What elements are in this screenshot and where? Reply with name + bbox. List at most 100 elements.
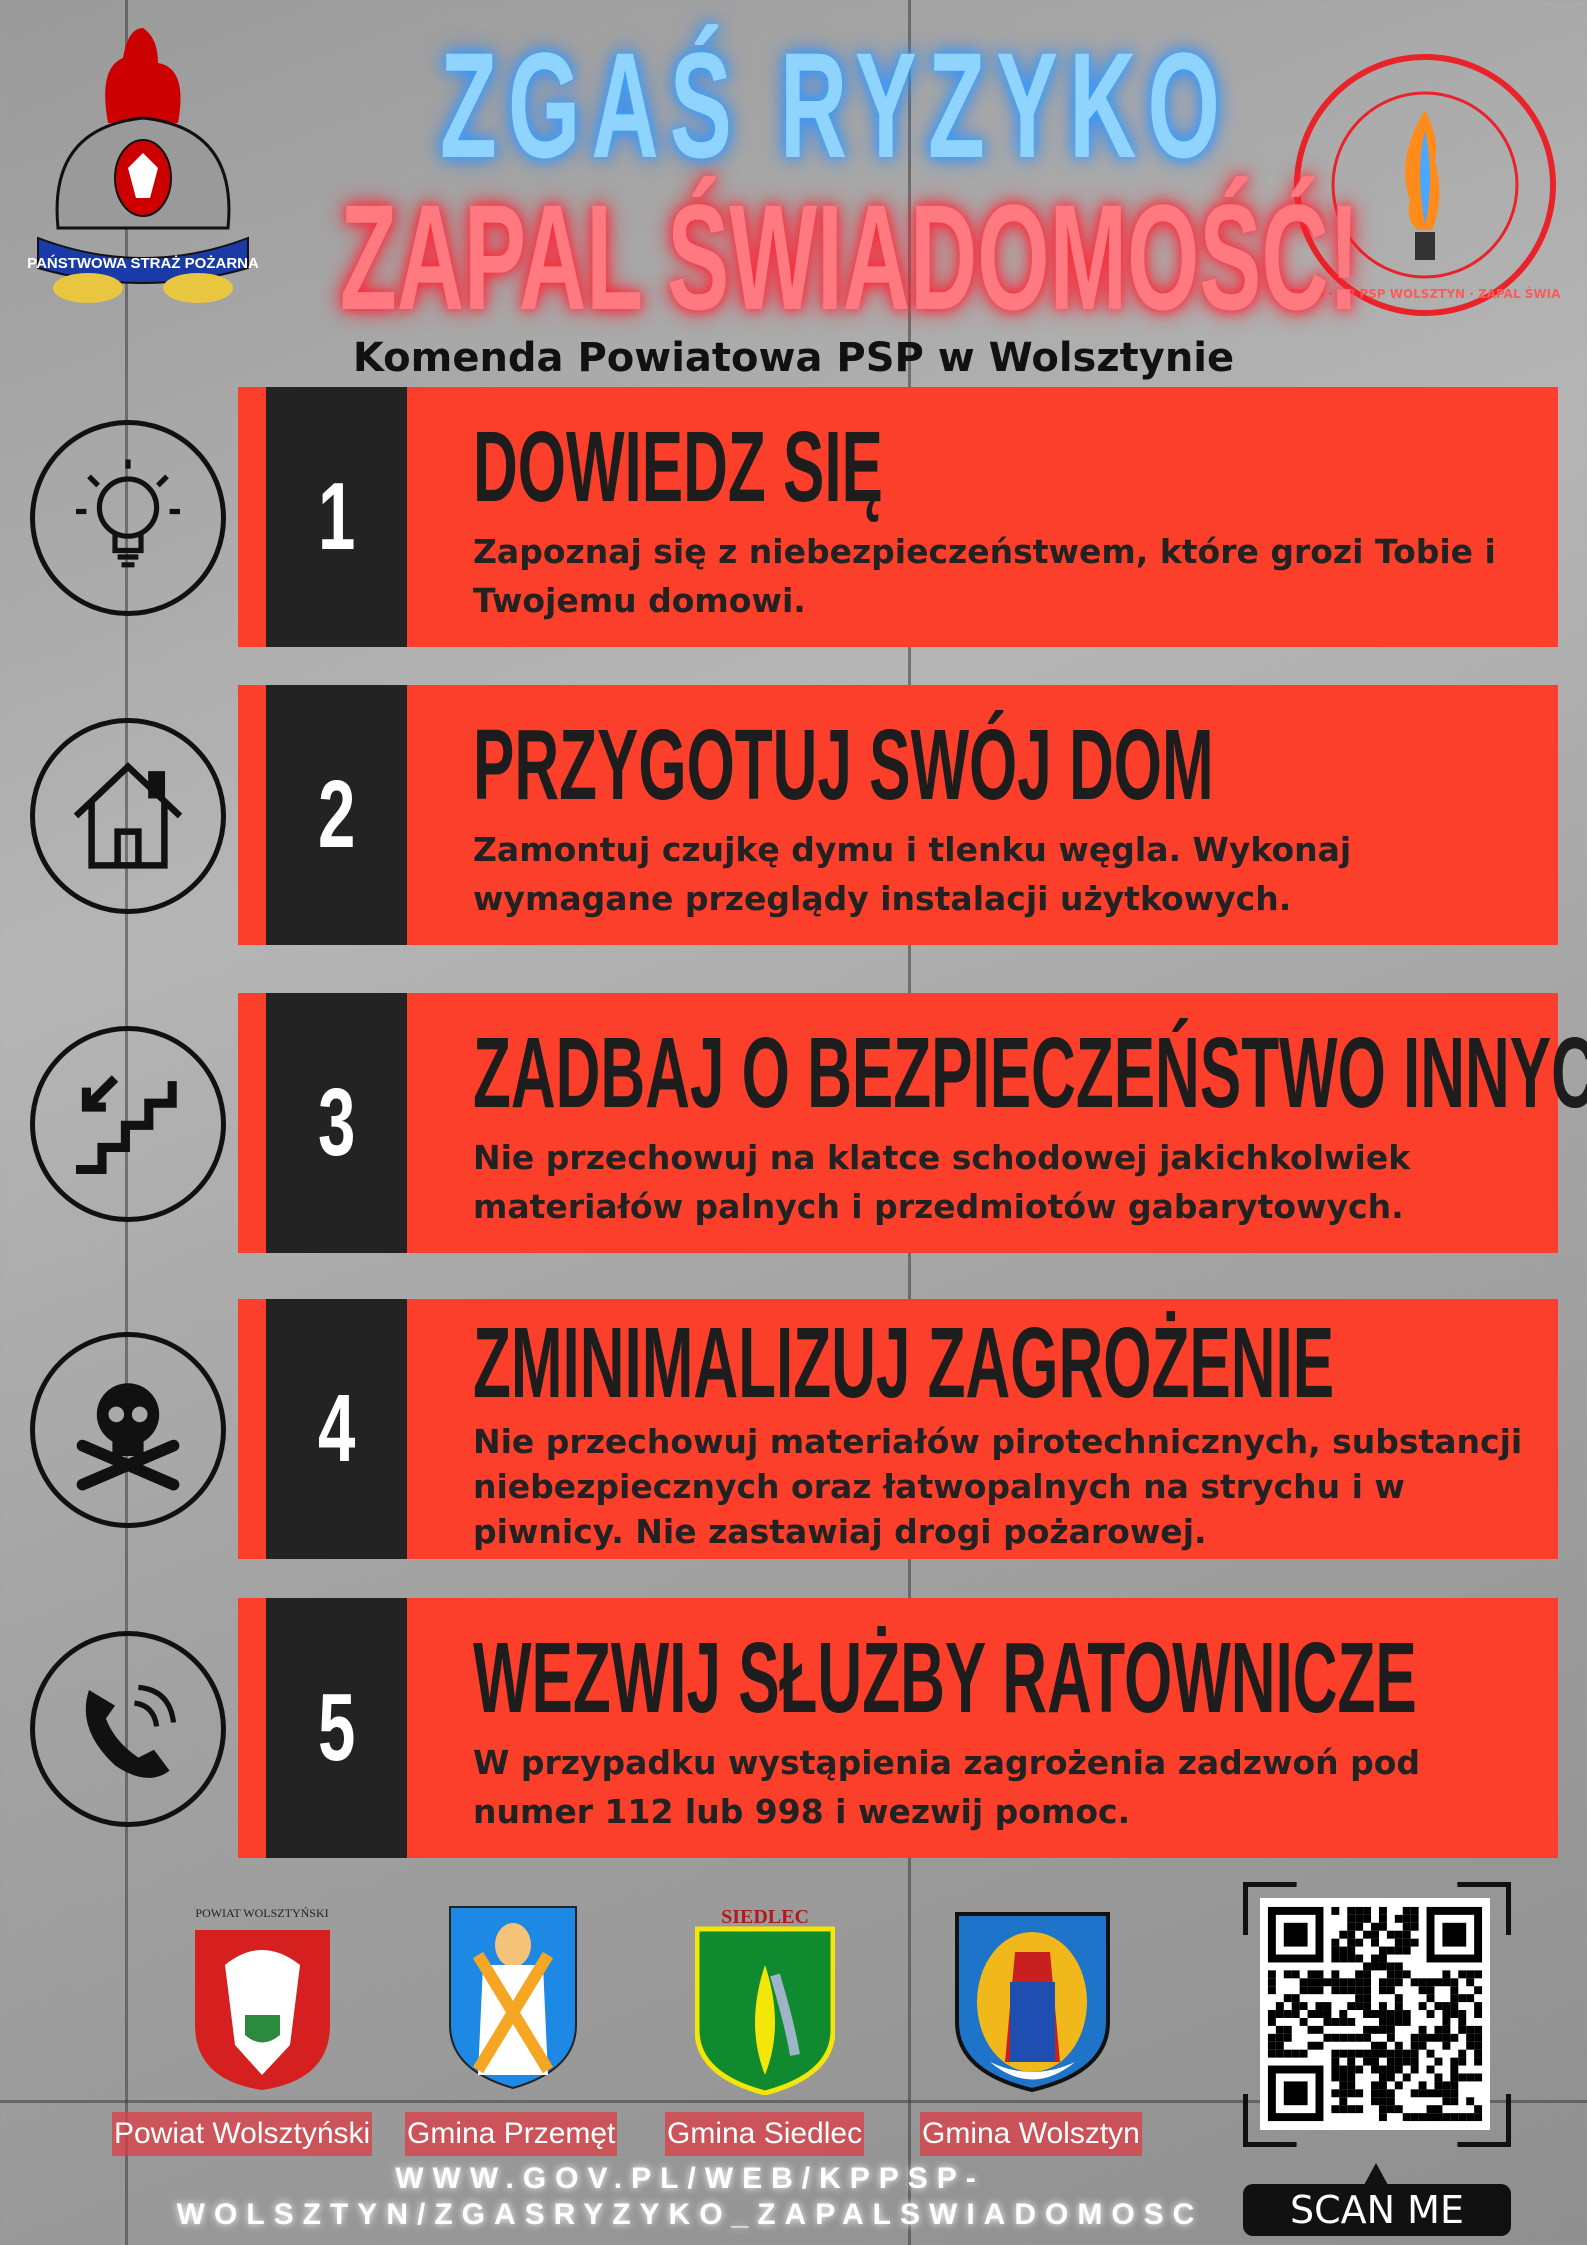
qr-module xyxy=(1323,2010,1332,2018)
qr-module xyxy=(1355,1978,1364,1987)
qr-module xyxy=(1442,1978,1451,1987)
qr-module xyxy=(1450,2065,1459,2074)
qr-module xyxy=(1363,2002,1372,2011)
psp-logo: PAŃSTWOWA STRAŻ POŻARNA xyxy=(28,28,258,303)
qr-module xyxy=(1315,2025,1324,2034)
qr-module xyxy=(1331,1946,1340,1955)
qr-module xyxy=(1442,1970,1451,1979)
qr-module xyxy=(1402,1914,1411,1923)
qr-module xyxy=(1267,2010,1276,2018)
qr-module xyxy=(1371,2025,1379,2034)
qr-module xyxy=(1378,1946,1387,1955)
step-panel-5: 5 WEZWIJ SŁUŻBY RATOWNICZE W przypadku w… xyxy=(238,1598,1558,1858)
qr-module xyxy=(1434,1978,1443,1987)
qr-module xyxy=(1323,1978,1332,1987)
qr-module xyxy=(1418,1978,1427,1987)
qr-module xyxy=(1410,1914,1419,1923)
qr-module xyxy=(1386,1930,1395,1939)
house-icon xyxy=(73,762,183,869)
qr-module xyxy=(1410,2057,1419,2066)
website-url-line-1[interactable]: WWW.GOV.PL/WEB/KPPSP- xyxy=(395,2162,985,2195)
qr-module xyxy=(1386,2025,1395,2034)
qr-module xyxy=(1363,1986,1372,1995)
subtitle: Komenda Powiatowa PSP w Wolsztynie xyxy=(352,335,1235,381)
qr-module xyxy=(1267,2033,1276,2042)
step-text: Nie przechowuj materiałów pirotechniczny… xyxy=(473,1422,1523,1551)
qr-module xyxy=(1347,2057,1356,2066)
qr-module xyxy=(1402,2073,1411,2082)
qr-code[interactable] xyxy=(1260,1898,1490,2130)
qr-module xyxy=(1394,1938,1403,1947)
qr-module xyxy=(1402,1938,1411,1947)
qr-module xyxy=(1378,1978,1387,1987)
qr-module xyxy=(1331,2049,1340,2058)
qr-module xyxy=(1442,2002,1451,2011)
qr-module xyxy=(1378,1914,1387,1923)
qr-module xyxy=(1355,2089,1364,2098)
phone-icon xyxy=(85,1684,177,1778)
qr-module xyxy=(1474,2002,1483,2011)
qr-module xyxy=(1434,2113,1443,2122)
qr-module xyxy=(1458,1970,1467,1979)
qr-module xyxy=(1458,2113,1467,2122)
qr-module xyxy=(1410,2065,1419,2074)
qr-module xyxy=(1378,2089,1387,2098)
qr-module xyxy=(1378,2010,1387,2018)
website-url-line-2[interactable]: WOLSZTYN/ZGASRYZYKO_ZAPALSWIADOMOSC xyxy=(176,2198,1204,2231)
qr-module xyxy=(1442,2010,1451,2018)
qr-module xyxy=(1426,1994,1435,2003)
qr-module xyxy=(1466,1970,1475,1979)
qr-module xyxy=(1418,2089,1427,2098)
qr-module xyxy=(1331,1938,1340,1947)
svg-text:POWIAT WOLSZTYŃSKI: POWIAT WOLSZTYŃSKI xyxy=(195,1906,328,1920)
qr-module xyxy=(1275,2041,1284,2050)
campaign-logo: ZGAŚ RYZYKO · KP PSP WOLSZTYN · ZAPAL ŚW… xyxy=(1290,54,1560,316)
qr-module xyxy=(1371,2049,1379,2058)
step-icon-circle xyxy=(30,1631,226,1827)
qr-module xyxy=(1426,2065,1435,2074)
qr-module xyxy=(1458,2057,1467,2066)
qr-module xyxy=(1339,2073,1348,2082)
qr-module xyxy=(1339,2010,1348,2018)
qr-module xyxy=(1394,2002,1403,2011)
qr-module xyxy=(1402,1970,1411,1979)
scan-me-button[interactable]: SCAN ME xyxy=(1243,2184,1511,2236)
qr-module xyxy=(1458,2010,1467,2018)
qr-module xyxy=(1394,2041,1403,2050)
qr-module xyxy=(1386,1962,1395,1971)
qr-module xyxy=(1371,2081,1379,2090)
qr-module xyxy=(1378,2065,1387,2074)
qr-module xyxy=(1283,2025,1292,2034)
qr-module xyxy=(1410,1978,1419,1987)
qr-module xyxy=(1347,2002,1356,2011)
qr-module xyxy=(1378,2049,1387,2058)
qr-module xyxy=(1418,2041,1427,2050)
step-heading: ZADBAJ O BEZPIECZEŃSTWO INNYCH xyxy=(473,1017,1587,1129)
qr-module xyxy=(1315,1978,1324,1987)
qr-module xyxy=(1378,2041,1387,2050)
qr-module xyxy=(1378,1954,1387,1963)
qr-module xyxy=(1355,2033,1364,2042)
qr-module xyxy=(1402,2049,1411,2058)
qr-module xyxy=(1474,2113,1483,2122)
qr-module xyxy=(1378,2017,1387,2026)
svg-text:ZGAŚ RYZYKO · KP PSP WOLSZTYN: ZGAŚ RYZYKO · KP PSP WOLSZTYN · ZAPAL ŚW… xyxy=(1290,286,1560,301)
qr-module xyxy=(1371,2089,1379,2098)
qr-module xyxy=(1315,2002,1324,2011)
qr-module xyxy=(1410,2049,1419,2058)
qr-module xyxy=(1363,2049,1372,2058)
qr-module xyxy=(1426,2049,1435,2058)
qr-module xyxy=(1291,1970,1300,1979)
qr-module xyxy=(1355,2065,1364,2074)
qr-module xyxy=(1426,2105,1435,2114)
svg-text:PAŃSTWOWA STRAŻ POŻARNA: PAŃSTWOWA STRAŻ POŻARNA xyxy=(28,255,258,272)
qr-module xyxy=(1347,1922,1356,1931)
qr-module xyxy=(1418,2033,1427,2042)
qr-module xyxy=(1418,2113,1427,2122)
qr-module xyxy=(1442,2089,1451,2098)
qr-module xyxy=(1299,1978,1308,1987)
qr-module xyxy=(1275,2025,1284,2034)
qr-module xyxy=(1474,2105,1483,2114)
qr-module xyxy=(1363,1930,1372,1939)
qr-module xyxy=(1363,1978,1372,1987)
